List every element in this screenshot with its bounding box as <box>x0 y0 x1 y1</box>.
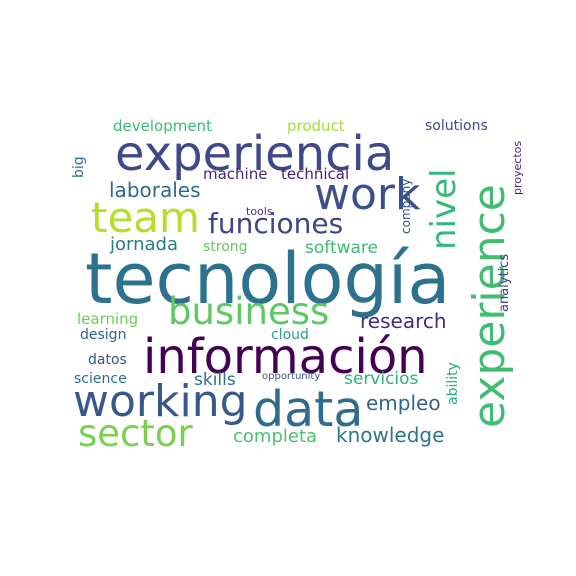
word-servicios: servicios <box>344 369 419 389</box>
word-big: big <box>71 156 87 178</box>
word-tools: tools <box>246 205 273 218</box>
word-product: product <box>287 117 345 135</box>
word-skills: skills <box>194 370 236 390</box>
word-business: business <box>168 290 330 333</box>
word-nivel: nivel <box>424 168 464 250</box>
word-knowledge: knowledge <box>336 423 445 447</box>
word-research: research <box>360 309 447 333</box>
word-technical: technical <box>281 165 350 183</box>
word-design: design <box>80 327 127 343</box>
word-ability: ability <box>445 362 461 405</box>
word-analytics: analytics <box>497 253 512 312</box>
word-informacion: información <box>143 329 428 385</box>
word-working: working <box>73 376 248 427</box>
word-empleo: empleo <box>366 391 441 415</box>
word-science: science <box>74 371 127 387</box>
word-software: software <box>305 238 379 258</box>
word-opportunity: opportunity <box>262 371 321 382</box>
word-proyectos: proyectos <box>511 140 524 195</box>
word-completa: completa <box>233 426 318 447</box>
word-cloud: cloud <box>271 327 309 343</box>
word-machine: machine <box>203 165 268 183</box>
word-learning: learning <box>77 310 139 328</box>
word-sector: sector <box>78 412 193 455</box>
word-strong: strong <box>203 239 248 255</box>
word-company: company <box>399 178 413 234</box>
word-laborales: laborales <box>109 178 201 202</box>
word-datos: datos <box>88 352 127 368</box>
word-team: team <box>91 193 200 242</box>
word-funciones: funciones <box>208 207 344 240</box>
word-data: data <box>253 381 364 438</box>
word-experiencia: experiencia <box>115 126 395 182</box>
word-tecnologia: tecnología <box>85 238 451 320</box>
word-development: development <box>113 117 212 135</box>
word-solutions: solutions <box>425 118 488 134</box>
word-work: work <box>314 169 421 220</box>
word-jornada: jornada <box>110 234 178 255</box>
